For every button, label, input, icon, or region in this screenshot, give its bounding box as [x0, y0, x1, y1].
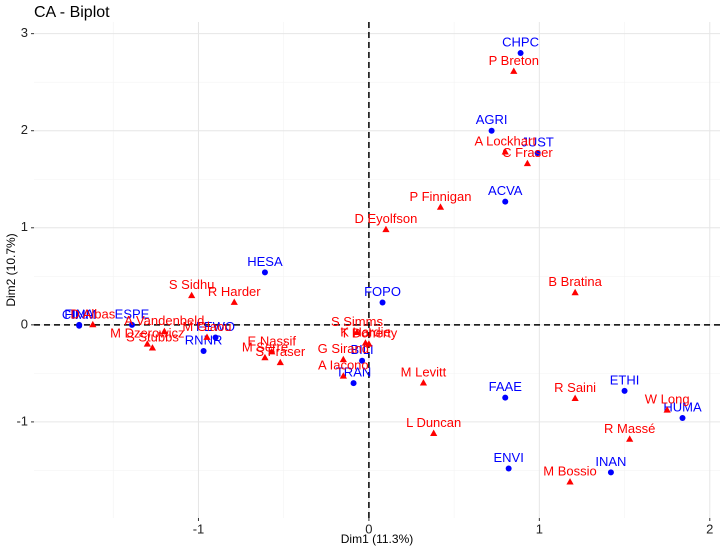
point — [523, 159, 532, 167]
point-label: M Dzerowicz — [110, 326, 184, 341]
point-label: S Stubbs — [126, 330, 179, 345]
point-label: K Hardie — [340, 325, 391, 340]
point-label: RNNR — [185, 332, 223, 347]
point — [488, 127, 495, 134]
point — [339, 355, 347, 363]
point-label: D Albas — [70, 306, 115, 321]
point-label: A Lockhart — [475, 134, 537, 149]
point-label: HUMA — [663, 399, 702, 414]
point — [148, 344, 157, 351]
x-tick-label: 1 — [536, 521, 543, 536]
point — [679, 415, 686, 422]
point-label: FOPO — [364, 284, 401, 299]
point — [571, 288, 579, 296]
point — [160, 327, 168, 335]
point-label: L Duncan — [406, 415, 461, 430]
point — [566, 478, 574, 485]
point-label: E Nassif — [248, 333, 297, 348]
point-label: M Levitt — [401, 365, 447, 380]
point — [510, 67, 518, 74]
point — [382, 225, 390, 233]
point — [353, 328, 361, 336]
point — [436, 203, 445, 210]
point — [505, 465, 512, 472]
point-label: ENVI — [493, 450, 523, 465]
point — [502, 198, 509, 205]
point-label: CIMM — [62, 307, 97, 322]
point-label: M Bossio — [543, 464, 596, 479]
x-tick-label: 2 — [706, 521, 713, 536]
point — [534, 150, 541, 157]
point — [339, 372, 347, 379]
point — [379, 299, 386, 306]
point — [621, 387, 628, 394]
point — [430, 429, 438, 436]
point — [571, 394, 579, 402]
point-label: INAN — [595, 454, 626, 469]
point-label: P Breton — [489, 53, 539, 68]
point — [359, 357, 366, 364]
point-label: ESPE — [115, 306, 150, 321]
point-label: S Fraser — [255, 344, 306, 359]
point — [230, 298, 238, 305]
point — [200, 348, 207, 355]
y-tick-label: 0 — [21, 316, 28, 331]
point — [268, 348, 276, 355]
y-tick-label: 3 — [21, 25, 28, 40]
point-label: C Fraser — [502, 145, 553, 160]
point — [502, 394, 509, 401]
point — [143, 340, 151, 347]
point-label: M Serré — [242, 339, 288, 354]
point-label: R Harder — [208, 284, 261, 299]
point — [361, 339, 370, 346]
y-axis-title: Dim2 (10.7%) — [4, 233, 18, 306]
point — [188, 291, 196, 299]
y-tick-label: 1 — [21, 219, 28, 234]
y-tick-label: 2 — [21, 122, 28, 137]
point-label: HESA — [247, 254, 283, 269]
point — [501, 148, 509, 155]
point — [261, 353, 269, 361]
point-label: G Sirand — [318, 341, 369, 356]
point-label: P Finnigan — [410, 189, 472, 204]
point-label: T Doherty — [340, 326, 397, 341]
point-label: D Eyolfson — [355, 211, 418, 226]
point-label: JUST — [521, 134, 554, 149]
point-label: S Sidhu — [169, 277, 215, 292]
x-axis-title: Dim1 (11.3%) — [341, 532, 413, 546]
point — [419, 379, 428, 386]
point-label: FINA — [64, 306, 94, 321]
point — [89, 320, 97, 328]
point — [203, 333, 211, 340]
point-label: A Iacono — [318, 358, 369, 373]
point-label: S Simms — [331, 314, 384, 329]
point — [276, 358, 284, 366]
chart-title: CA - Biplot — [34, 4, 110, 21]
point — [626, 435, 634, 442]
point — [607, 469, 614, 476]
point — [261, 269, 268, 276]
point-label: ACVA — [488, 183, 523, 198]
point — [350, 380, 357, 387]
point — [76, 322, 83, 329]
point-label: W Long — [645, 392, 690, 407]
point-label: FAAE — [489, 379, 523, 394]
point-label: AGRI — [476, 112, 508, 127]
point — [663, 406, 671, 413]
point-label: FEWO — [196, 319, 235, 334]
point — [212, 334, 219, 341]
point — [129, 321, 135, 328]
point-label: CHPC — [502, 34, 539, 49]
point-label: B Bratina — [548, 274, 602, 289]
x-tick-label: -1 — [193, 521, 205, 536]
x-tick-label: 0 — [365, 521, 372, 536]
y-tick-label: -1 — [16, 413, 28, 428]
point-label: M Glaou — [182, 319, 231, 334]
point-label: ETHI — [610, 372, 640, 387]
point-label: R Saini — [554, 380, 596, 395]
point — [517, 50, 524, 57]
point-label: R Massé — [604, 421, 655, 436]
point-label: A Vandenbeld — [124, 313, 204, 328]
